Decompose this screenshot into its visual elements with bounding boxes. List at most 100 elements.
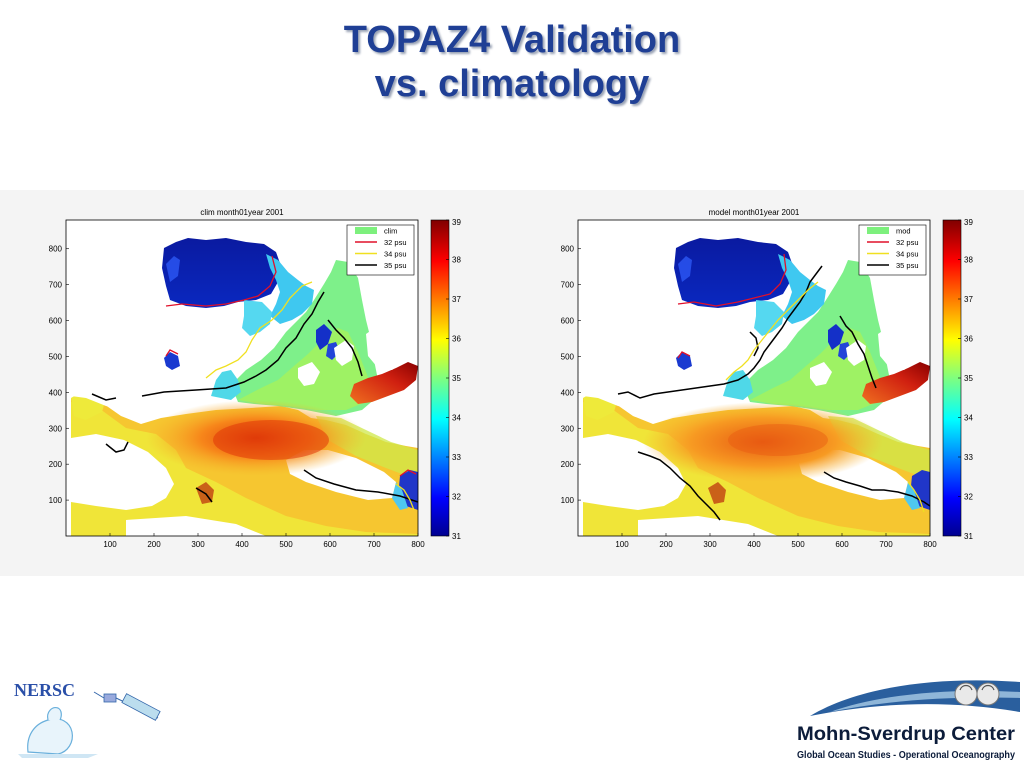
y-tick-label: 100 xyxy=(561,496,575,505)
y-tick-label: 300 xyxy=(49,424,63,433)
x-tick-label: 700 xyxy=(879,540,893,549)
legend: mod 32 psu 34 psu 35 psu xyxy=(858,224,927,276)
colorbar-tick-label: 33 xyxy=(452,453,461,462)
salinity-figure: clim month01year 2001 xyxy=(49,208,974,549)
nersc-logo: NERSC xyxy=(8,678,168,760)
legend-label: mod xyxy=(896,227,911,236)
model-chart: model month01year 2001 xyxy=(561,208,974,549)
colorbar-tick-label: 32 xyxy=(964,493,973,502)
legend-label: 32 psu xyxy=(384,238,407,247)
contour-32psu xyxy=(165,255,277,307)
colorbar-tick-label: 39 xyxy=(964,218,973,227)
title-line-1: TOPAZ4 Validation xyxy=(343,19,681,61)
colorbar-tick-label: 34 xyxy=(964,414,973,423)
x-tick-label: 200 xyxy=(659,540,673,549)
y-tick-label: 600 xyxy=(561,317,575,326)
contour-35psu xyxy=(105,441,129,453)
colorbar: 39 38 37 36 35 34 33 32 31 xyxy=(942,218,973,541)
y-tick-label: 500 xyxy=(561,352,575,361)
contour-35psu xyxy=(141,291,325,397)
x-axis: 100 200 300 400 500 600 700 800 xyxy=(103,533,425,549)
y-tick-label: 700 xyxy=(561,281,575,290)
contour-32psu xyxy=(677,253,787,307)
y-tick-label: 400 xyxy=(561,388,575,397)
colorbar-tick-label: 31 xyxy=(452,532,461,541)
chart-title: model month01year 2001 xyxy=(709,208,800,217)
nersc-logo-text: NERSC xyxy=(14,680,75,700)
y-tick-label: 300 xyxy=(561,424,575,433)
colorbar-tick-label: 33 xyxy=(964,453,973,462)
x-tick-label: 800 xyxy=(411,540,425,549)
y-tick-label: 800 xyxy=(49,245,63,254)
contour-35psu xyxy=(327,319,363,377)
legend-label: 35 psu xyxy=(896,261,919,270)
contour-34psu xyxy=(907,481,925,513)
satellite-icon xyxy=(93,691,161,721)
x-tick-label: 700 xyxy=(367,540,381,549)
colorbar-tick-label: 37 xyxy=(452,295,461,304)
colorbar-tick-label: 39 xyxy=(452,218,461,227)
contour-35psu xyxy=(617,265,823,399)
legend-label: 35 psu xyxy=(384,261,407,270)
colorbar: 39 38 37 36 35 34 33 32 31 xyxy=(430,218,461,541)
x-tick-label: 500 xyxy=(279,540,293,549)
contour-35psu xyxy=(303,469,418,503)
contour-32psu xyxy=(165,349,179,357)
colorbar-tick-label: 35 xyxy=(964,374,973,383)
contour-35psu xyxy=(195,487,213,503)
mohn-sverdrup-center-logo: Mohn-Sverdrup Center Global Ocean Studie… xyxy=(790,672,1020,768)
clim-chart: clim month01year 2001 xyxy=(49,208,462,549)
legend-swatch xyxy=(867,227,889,234)
contour-35psu xyxy=(823,471,930,507)
x-tick-label: 200 xyxy=(147,540,161,549)
legend-label: clim xyxy=(384,227,397,236)
x-tick-label: 100 xyxy=(615,540,629,549)
y-tick-label: 200 xyxy=(561,460,575,469)
x-tick-label: 100 xyxy=(103,540,117,549)
x-axis: 100 200 300 400 500 600 700 800 xyxy=(615,533,937,549)
colorbar-tick-label: 38 xyxy=(452,256,461,265)
y-tick-label: 700 xyxy=(49,281,63,290)
colorbar-tick-label: 36 xyxy=(964,335,973,344)
contour-32psu xyxy=(399,469,417,477)
contour-34psu xyxy=(395,483,415,511)
colorbar-tick-label: 37 xyxy=(964,295,973,304)
chart-title: clim month01year 2001 xyxy=(200,208,284,217)
contour-32psu xyxy=(677,351,691,359)
y-tick-label: 100 xyxy=(49,496,63,505)
contour-35psu xyxy=(839,315,877,389)
colorbar-tick-label: 36 xyxy=(452,335,461,344)
y-tick-label: 500 xyxy=(49,352,63,361)
colorbar-tick-label: 34 xyxy=(452,414,461,423)
colorbar-tick-label: 31 xyxy=(964,532,973,541)
contour-34psu xyxy=(205,281,313,379)
colorbar-tick-label: 38 xyxy=(964,256,973,265)
slide-title: TOPAZ4 Validation vs. climatology xyxy=(0,18,1024,106)
portraits-icon xyxy=(954,682,1000,706)
x-tick-label: 300 xyxy=(191,540,205,549)
legend-label: 32 psu xyxy=(896,238,919,247)
legend: clim 32 psu 34 psu 35 psu xyxy=(346,224,415,276)
x-tick-label: 300 xyxy=(703,540,717,549)
x-tick-label: 600 xyxy=(835,540,849,549)
x-tick-label: 400 xyxy=(747,540,761,549)
y-axis: 800 700 600 500 400 300 200 100 xyxy=(49,245,69,505)
colorbar-tick-label: 32 xyxy=(452,493,461,502)
warm-core xyxy=(643,402,883,482)
x-tick-label: 400 xyxy=(235,540,249,549)
y-axis: 800 700 600 500 400 300 200 100 xyxy=(561,245,581,505)
contour-35psu xyxy=(749,331,759,357)
title-line-2: vs. climatology xyxy=(374,63,650,105)
y-tick-label: 200 xyxy=(49,460,63,469)
legend-swatch xyxy=(355,227,377,234)
msc-subtitle: Global Ocean Studies - Operational Ocean… xyxy=(797,750,1015,761)
contour-35psu xyxy=(91,393,117,401)
contour-35psu xyxy=(637,451,721,521)
contour-34psu xyxy=(725,281,819,381)
polar-bear-icon xyxy=(18,707,98,758)
legend-label: 34 psu xyxy=(896,250,919,259)
figure-panel: clim month01year 2001 xyxy=(0,190,1024,576)
x-tick-label: 500 xyxy=(791,540,805,549)
map-area xyxy=(577,219,931,537)
msc-title: Mohn-Sverdrup Center xyxy=(797,724,1016,745)
